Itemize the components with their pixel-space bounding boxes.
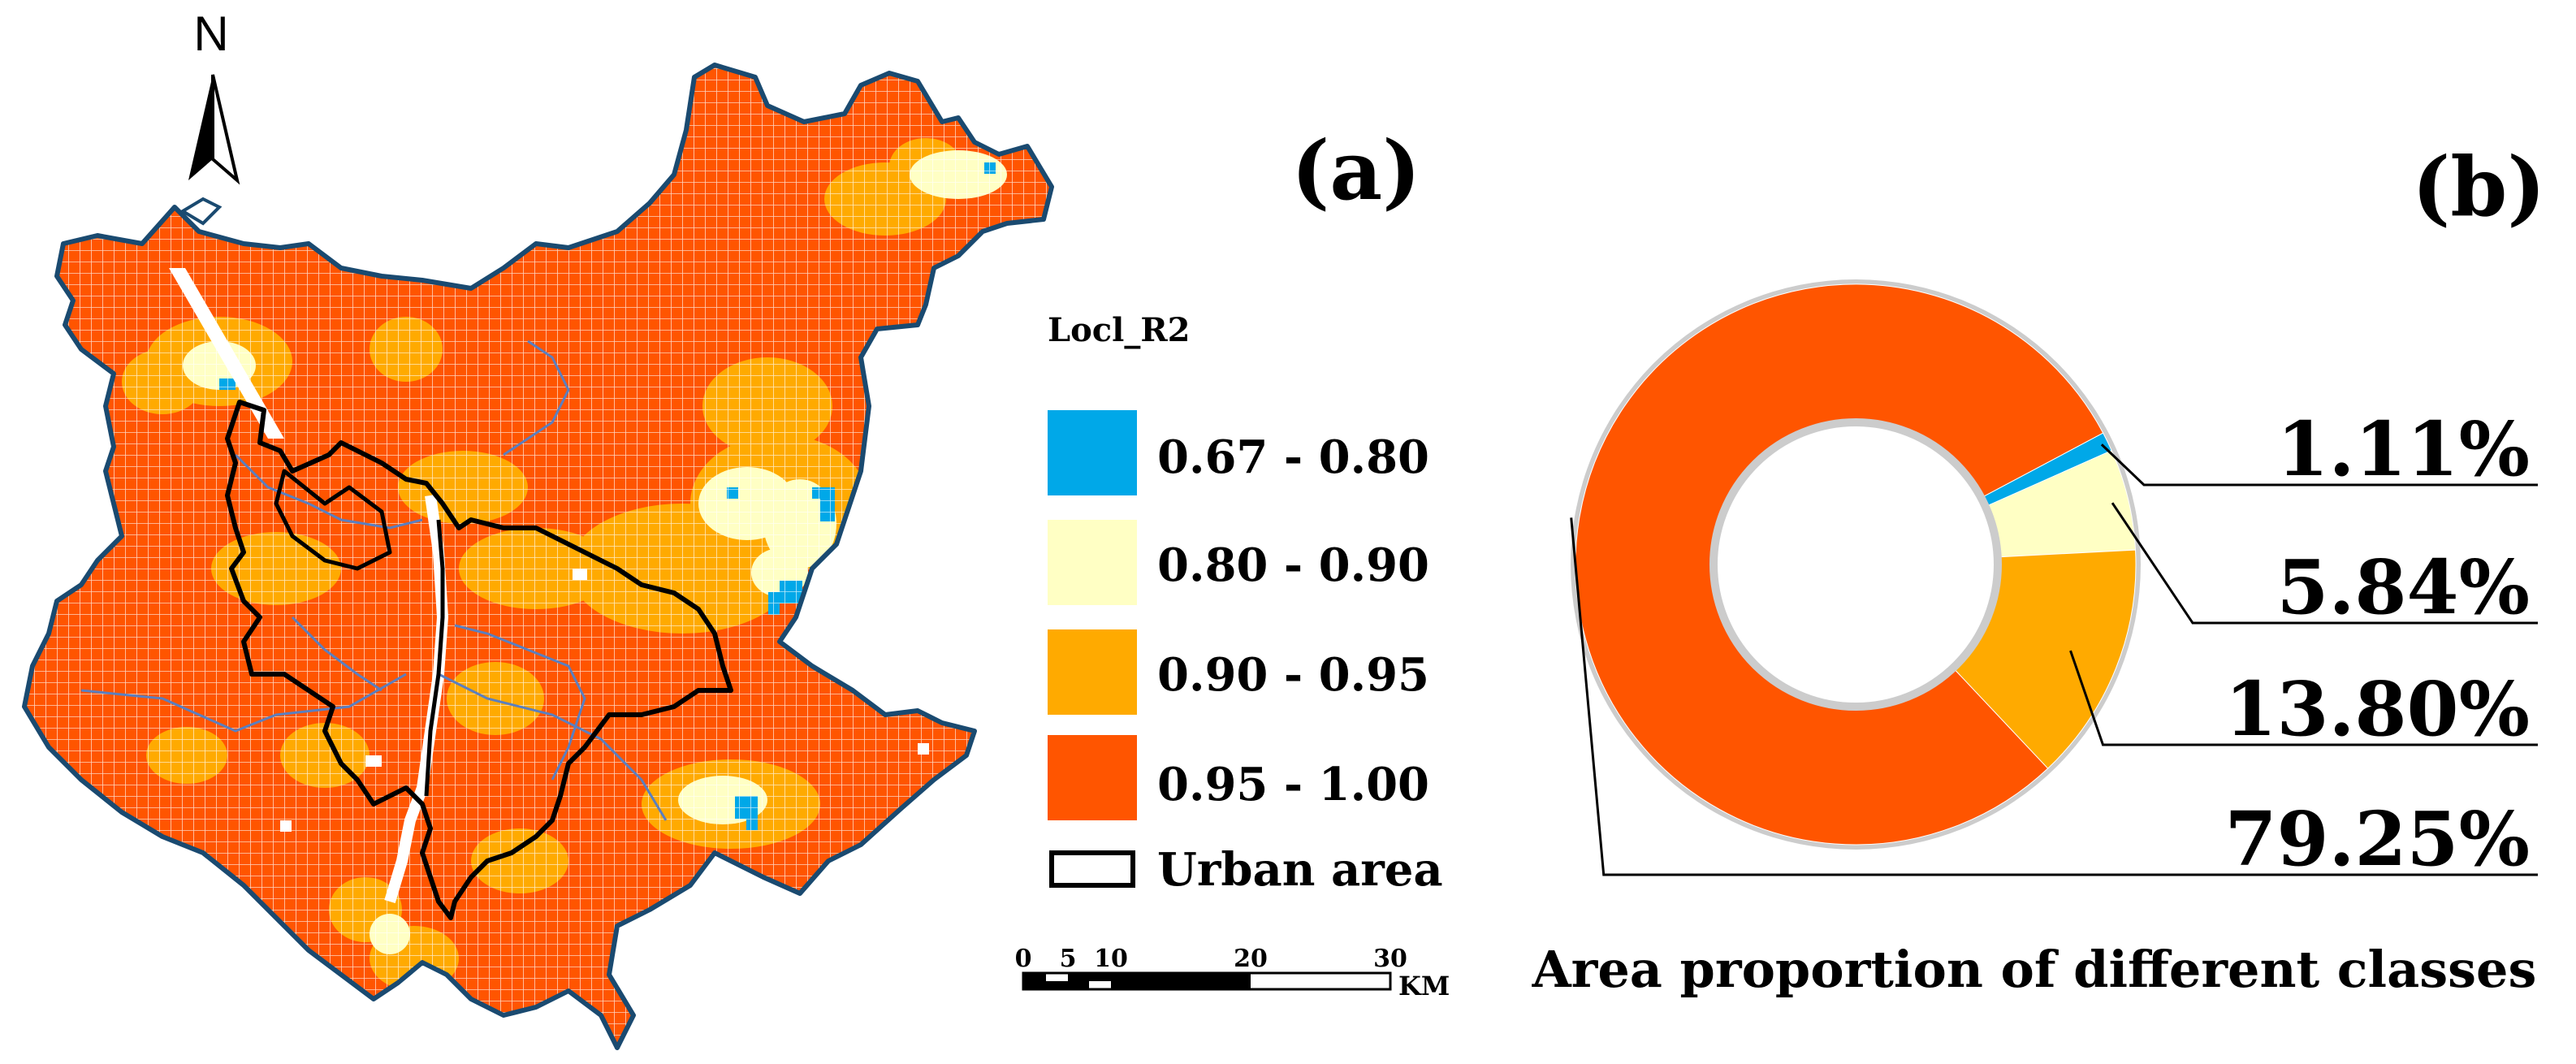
- legend-item-0.80-0.90: 0.80 - 0.90: [1048, 520, 1429, 605]
- scale-tick-label: 20: [1234, 945, 1268, 973]
- legend-item-0.90-0.95: 0.90 - 0.95: [1048, 629, 1429, 715]
- slice-percent-label: 13.80%: [2224, 665, 2530, 753]
- leader-line: [2069, 650, 2538, 746]
- scale-tick-label: 0: [1015, 945, 1032, 973]
- study-area-boundary: [22, 63, 1054, 1050]
- donut-labels: 1.11% 5.84% 13.80% 79.25%: [1570, 405, 2538, 883]
- north-arrow-left-half: [188, 75, 213, 180]
- panel-a-label: (a): [1291, 123, 1420, 218]
- leader-line: [2111, 502, 2538, 625]
- rivers: [80, 340, 668, 821]
- legend-label: 0.95 - 1.00: [1157, 758, 1429, 811]
- chart-panel: (b) 1.11% 5.84% 13.80% 79.25% Area proporti…: [1532, 139, 2546, 999]
- scale-bar-segment: [1089, 973, 1111, 981]
- urban-area-river-edge: [424, 519, 445, 797]
- scale-tick-label: 30: [1373, 945, 1407, 973]
- legend-item-urban-area: Urban area: [1049, 843, 1443, 897]
- slice-percent-label: 1.11%: [2277, 405, 2531, 493]
- donut-hole: [1709, 418, 2002, 711]
- legend-swatch-orange: [1048, 629, 1137, 715]
- north-arrow: N: [188, 6, 240, 185]
- legend-label: 0.67 - 0.80: [1157, 430, 1429, 484]
- panel-b-label: (b): [2412, 139, 2546, 235]
- legend-label: 0.80 - 0.90: [1157, 538, 1429, 592]
- scale-bar-segment: [1023, 973, 1046, 989]
- leader-line: [1570, 517, 2538, 876]
- north-arrow-right-half: [211, 74, 240, 185]
- slice-percent-label: 79.25%: [2224, 795, 2530, 883]
- urban-area-inner-outline: [274, 469, 392, 571]
- legend-label: Urban area: [1157, 843, 1443, 897]
- leader-line: [2100, 443, 2538, 487]
- scale-bar-segment: [1111, 973, 1251, 989]
- scale-unit-label: KM: [1398, 971, 1450, 1001]
- legend-swatch-urban-outline: [1049, 850, 1135, 888]
- donut-chart: [1571, 279, 2141, 850]
- urban-area-outline: [225, 400, 733, 920]
- scale-bar: 0 5 10 20 30 KM: [1015, 945, 1450, 1001]
- legend-item-0.95-1.00: 0.95 - 1.00: [1048, 735, 1429, 820]
- legend-swatch-pale-yellow: [1048, 520, 1137, 605]
- legend-swatch-red-orange: [1048, 735, 1137, 820]
- scale-tick-label: 10: [1094, 945, 1128, 973]
- scale-bar-segment: [1046, 981, 1068, 989]
- scale-tick-label: 5: [1060, 945, 1077, 973]
- legend-item-0.67-0.80: 0.67 - 0.80: [1048, 410, 1429, 495]
- boundary-fragment: [179, 197, 223, 226]
- slice-percent-label: 5.84%: [2277, 543, 2531, 631]
- raster-grid: [24, 65, 1052, 1048]
- legend-title: Locl_R2: [1048, 311, 1190, 349]
- legend-swatch-blue: [1048, 410, 1137, 495]
- north-label: N: [193, 6, 228, 61]
- scale-bar-segment: [1068, 973, 1089, 989]
- legend: Locl_R2 0.67 - 0.80 0.80 - 0.90 0.90 - 0…: [1048, 311, 1443, 897]
- map-panel: N: [22, 6, 1450, 1050]
- chart-caption: Area proportion of different classes: [1532, 940, 2537, 999]
- study-area-raster: [24, 65, 1052, 1048]
- legend-label: 0.90 - 0.95: [1157, 648, 1429, 702]
